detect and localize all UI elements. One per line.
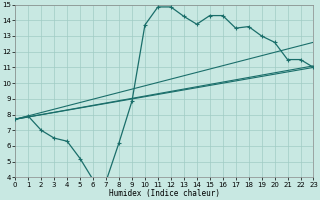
X-axis label: Humidex (Indice chaleur): Humidex (Indice chaleur) xyxy=(109,189,220,198)
